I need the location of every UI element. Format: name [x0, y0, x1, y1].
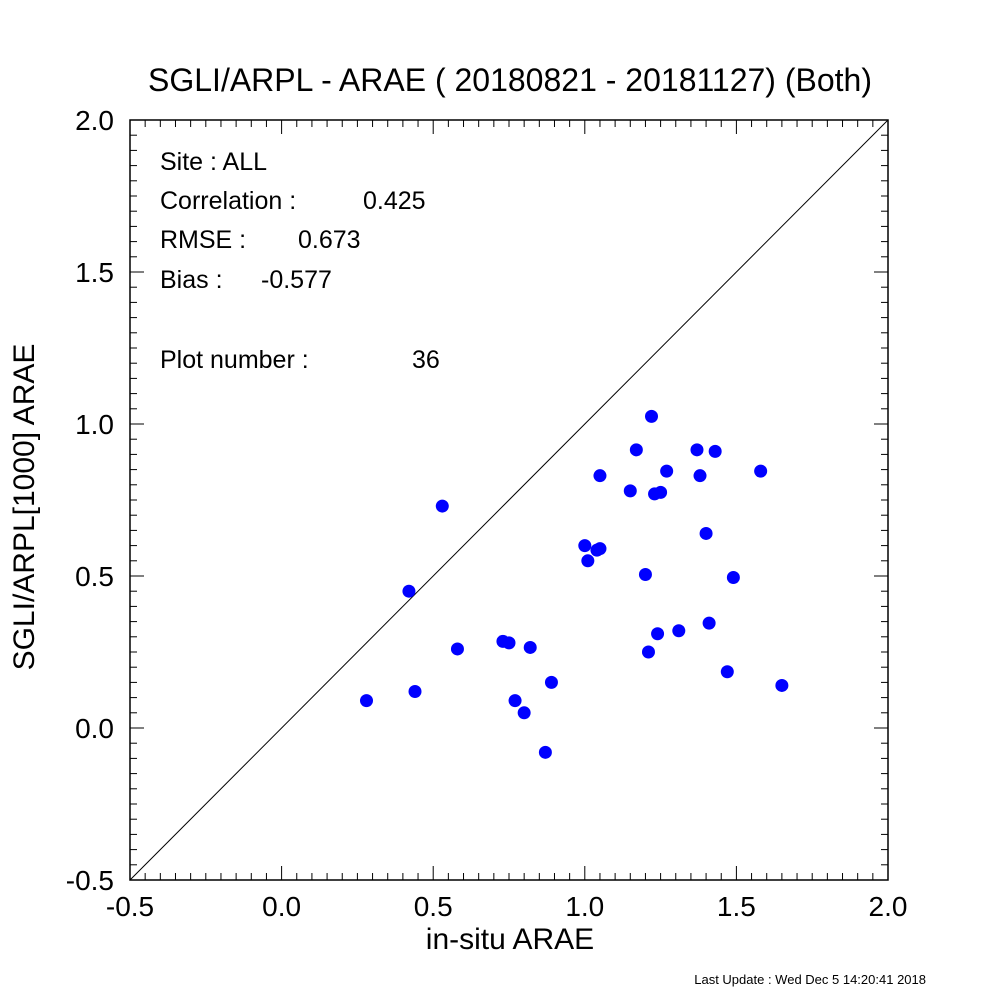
x-tick-label: -0.5 [106, 891, 154, 922]
site-label: Site : ALL [160, 148, 267, 176]
data-point [754, 464, 768, 478]
data-point [450, 642, 464, 656]
rmse-value: 0.673 [298, 226, 361, 254]
y-tick-label: 1.0 [75, 409, 114, 440]
data-point [641, 645, 655, 659]
x-tick-labels: -0.5 0.0 0.5 1.0 1.5 2.0 [106, 891, 908, 922]
y-tick-labels: -0.5 0.0 0.5 1.0 1.5 2.0 [66, 105, 114, 896]
y-axis-label: SGLI/ARPL[1000] ARAE [8, 344, 41, 671]
data-point [702, 616, 716, 630]
y-tick-label: 0.0 [75, 713, 114, 744]
data-point [593, 469, 607, 483]
data-point [581, 554, 595, 568]
data-point [699, 526, 713, 540]
y-tick-label: 0.5 [75, 561, 114, 592]
data-point [508, 694, 522, 708]
data-point [638, 567, 652, 581]
data-point [593, 542, 607, 556]
x-tick-label: 0.0 [262, 891, 301, 922]
stats-box: Site : ALL Correlation : 0.425 RMSE : 0.… [160, 148, 440, 374]
data-point [359, 694, 373, 708]
x-tick-label: 0.5 [414, 891, 453, 922]
data-point [726, 571, 740, 585]
correlation-label: Correlation : [160, 187, 296, 215]
data-point [523, 640, 537, 654]
major-ticks [129, 119, 889, 881]
last-update-text: Last Update : Wed Dec 5 14:20:41 2018 [694, 972, 926, 987]
data-point [720, 665, 734, 679]
data-point [660, 464, 674, 478]
data-point [578, 539, 592, 553]
plot-number-label: Plot number : [160, 346, 309, 374]
data-point [651, 627, 665, 641]
x-tick-label: 2.0 [869, 891, 908, 922]
correlation-value: 0.425 [363, 187, 426, 215]
data-point [408, 685, 422, 699]
data-point [693, 469, 707, 483]
data-point [623, 484, 637, 498]
data-point [502, 636, 516, 650]
data-point [690, 443, 704, 457]
data-point [402, 584, 416, 598]
plot-number-value: 36 [412, 346, 440, 374]
minor-ticks [130, 120, 888, 880]
y-tick-label: -0.5 [66, 865, 114, 896]
y-tick-label: 1.5 [75, 257, 114, 288]
data-point [654, 485, 668, 499]
x-axis-label: in-situ ARAE [426, 923, 594, 956]
data-point [672, 624, 686, 638]
data-point [645, 409, 659, 423]
rmse-label: RMSE : [160, 226, 246, 254]
data-points [359, 409, 789, 759]
data-point [544, 675, 558, 689]
data-point [435, 499, 449, 513]
data-point [775, 678, 789, 692]
x-tick-label: 1.5 [717, 891, 756, 922]
x-tick-label: 1.0 [565, 891, 604, 922]
bias-value: -0.577 [261, 266, 332, 294]
y-tick-label: 2.0 [75, 105, 114, 136]
bias-label: Bias : [160, 266, 223, 294]
data-point [629, 443, 643, 457]
data-point [517, 706, 531, 720]
chart-title: SGLI/ARPL - ARAE ( 20180821 - 20181127) … [148, 62, 872, 98]
one-to-one-line [129, 119, 889, 881]
data-point [708, 444, 722, 458]
data-point [538, 745, 552, 759]
